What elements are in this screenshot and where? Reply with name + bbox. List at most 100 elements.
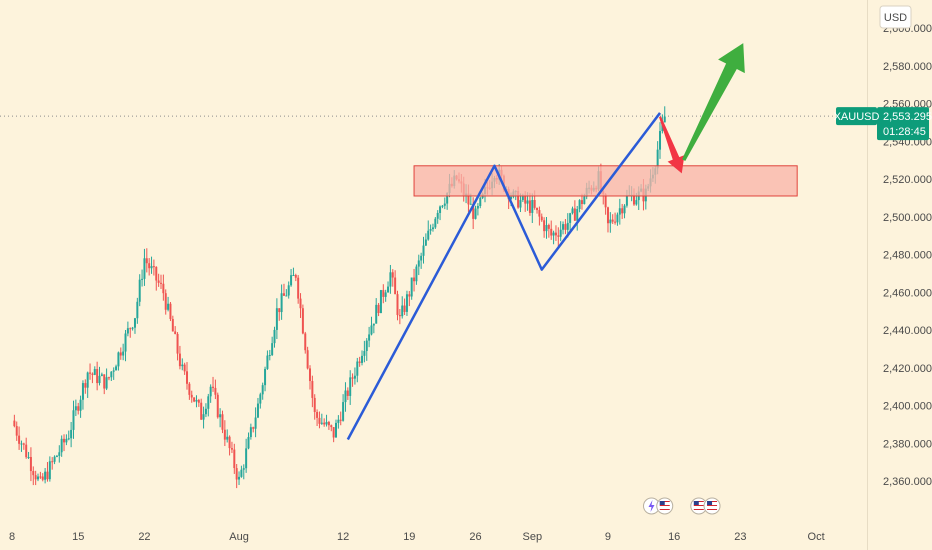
candle-body [573,208,576,221]
last-price-badge[interactable]: 2,553.295 01:28:45 [877,107,932,141]
red-arrow[interactable] [659,116,685,174]
candle-body [439,206,442,213]
currency-label[interactable]: USD [879,5,912,29]
candle-body [394,277,397,295]
candle-body [115,366,118,371]
candle-body [632,194,635,205]
candle-body [221,414,224,430]
candle-body [327,421,330,426]
candle-body [299,298,302,309]
candle-body [282,293,285,296]
candle-body [382,290,385,297]
candle-body [164,293,167,310]
candle-body [89,372,92,374]
candle-body [235,468,238,480]
candle-body [157,280,160,283]
candle-body [304,333,307,351]
candle-body [384,292,387,297]
candle-body [98,375,101,384]
candle-body [209,386,212,397]
us-flag-icon[interactable] [703,497,721,515]
candle-body [467,193,470,205]
candle-body [663,116,666,123]
drawing-layer[interactable] [346,43,798,441]
candle-body [37,476,40,480]
candle-body [472,203,475,219]
price-tick-label: 2,520.000 [883,174,932,186]
candle-body [285,295,288,297]
candle-body [238,476,241,480]
candle-body [197,399,200,403]
time-tick-label: 9 [605,531,611,543]
candle-body [93,369,96,375]
us-flag-icon[interactable] [690,497,708,515]
candle-body [306,350,309,369]
candle-body [55,455,58,457]
candle-body [396,294,399,316]
candle-body [72,410,75,430]
candle-body [365,340,368,352]
candle-body [351,377,354,379]
candle-body [526,200,529,204]
candle-body [280,293,283,313]
candle-body [301,308,304,334]
price-axis[interactable]: 2,360.000 2,380.000 2,400.000 2,420.000 2,44… [834,23,932,488]
currency-text: USD [884,12,907,24]
candle-body [159,282,162,284]
candle-body [70,429,73,439]
event-markers[interactable] [642,497,721,515]
candle-body [105,377,108,389]
candle-body [441,205,444,207]
time-tick-label: 19 [403,531,415,543]
candle-body [342,402,345,421]
candle-body [562,224,565,230]
candle-body [320,422,323,424]
price-tick-label: 2,480.000 [883,250,932,262]
candle-body [576,208,579,221]
candle-body [521,195,524,201]
candle-body [254,417,257,429]
candle-body [536,207,539,211]
candle-body [219,414,222,418]
candle-body [569,213,572,223]
candle-body [63,438,66,443]
time-tick-label: Oct [808,531,825,543]
candle-body [48,461,51,480]
candle-body [323,422,326,425]
candle-body [138,279,141,302]
time-axis[interactable]: 8 15 22 Aug 12 19 26 Sep 9 16 23 Oct [9,531,825,543]
time-tick-label: 15 [72,531,84,543]
price-tick-label: 2,440.000 [883,325,932,337]
zigzag-trend-line[interactable] [346,112,662,441]
candle-body [308,368,311,382]
candle-body [230,448,233,450]
time-tick-label: 12 [337,531,349,543]
candle-body [178,353,181,367]
resistance-zone[interactable] [413,165,798,197]
candle-body [275,308,278,330]
candle-body [543,220,546,232]
candle-body [256,403,259,418]
candle-body [443,203,446,206]
price-tick-label: 2,460.000 [883,287,932,299]
symbol-label[interactable]: XAUUSD [834,107,880,126]
candle-body [29,457,32,472]
candle-body [387,286,390,293]
candle-body [15,426,18,436]
candle-body [335,422,338,438]
candle-body [34,475,37,480]
candle-body [204,408,207,415]
candle-body [162,283,165,294]
time-tick-label: 23 [734,531,746,543]
candle-body [550,228,553,236]
candle-body [96,369,99,384]
us-flag-icon[interactable] [656,497,674,515]
candle-body [533,200,536,208]
candle-body [242,468,245,470]
candle-body [318,417,321,424]
candle-body [344,390,347,403]
candle-body [524,195,527,204]
candle-body [190,394,193,398]
green-arrow[interactable] [682,43,745,161]
